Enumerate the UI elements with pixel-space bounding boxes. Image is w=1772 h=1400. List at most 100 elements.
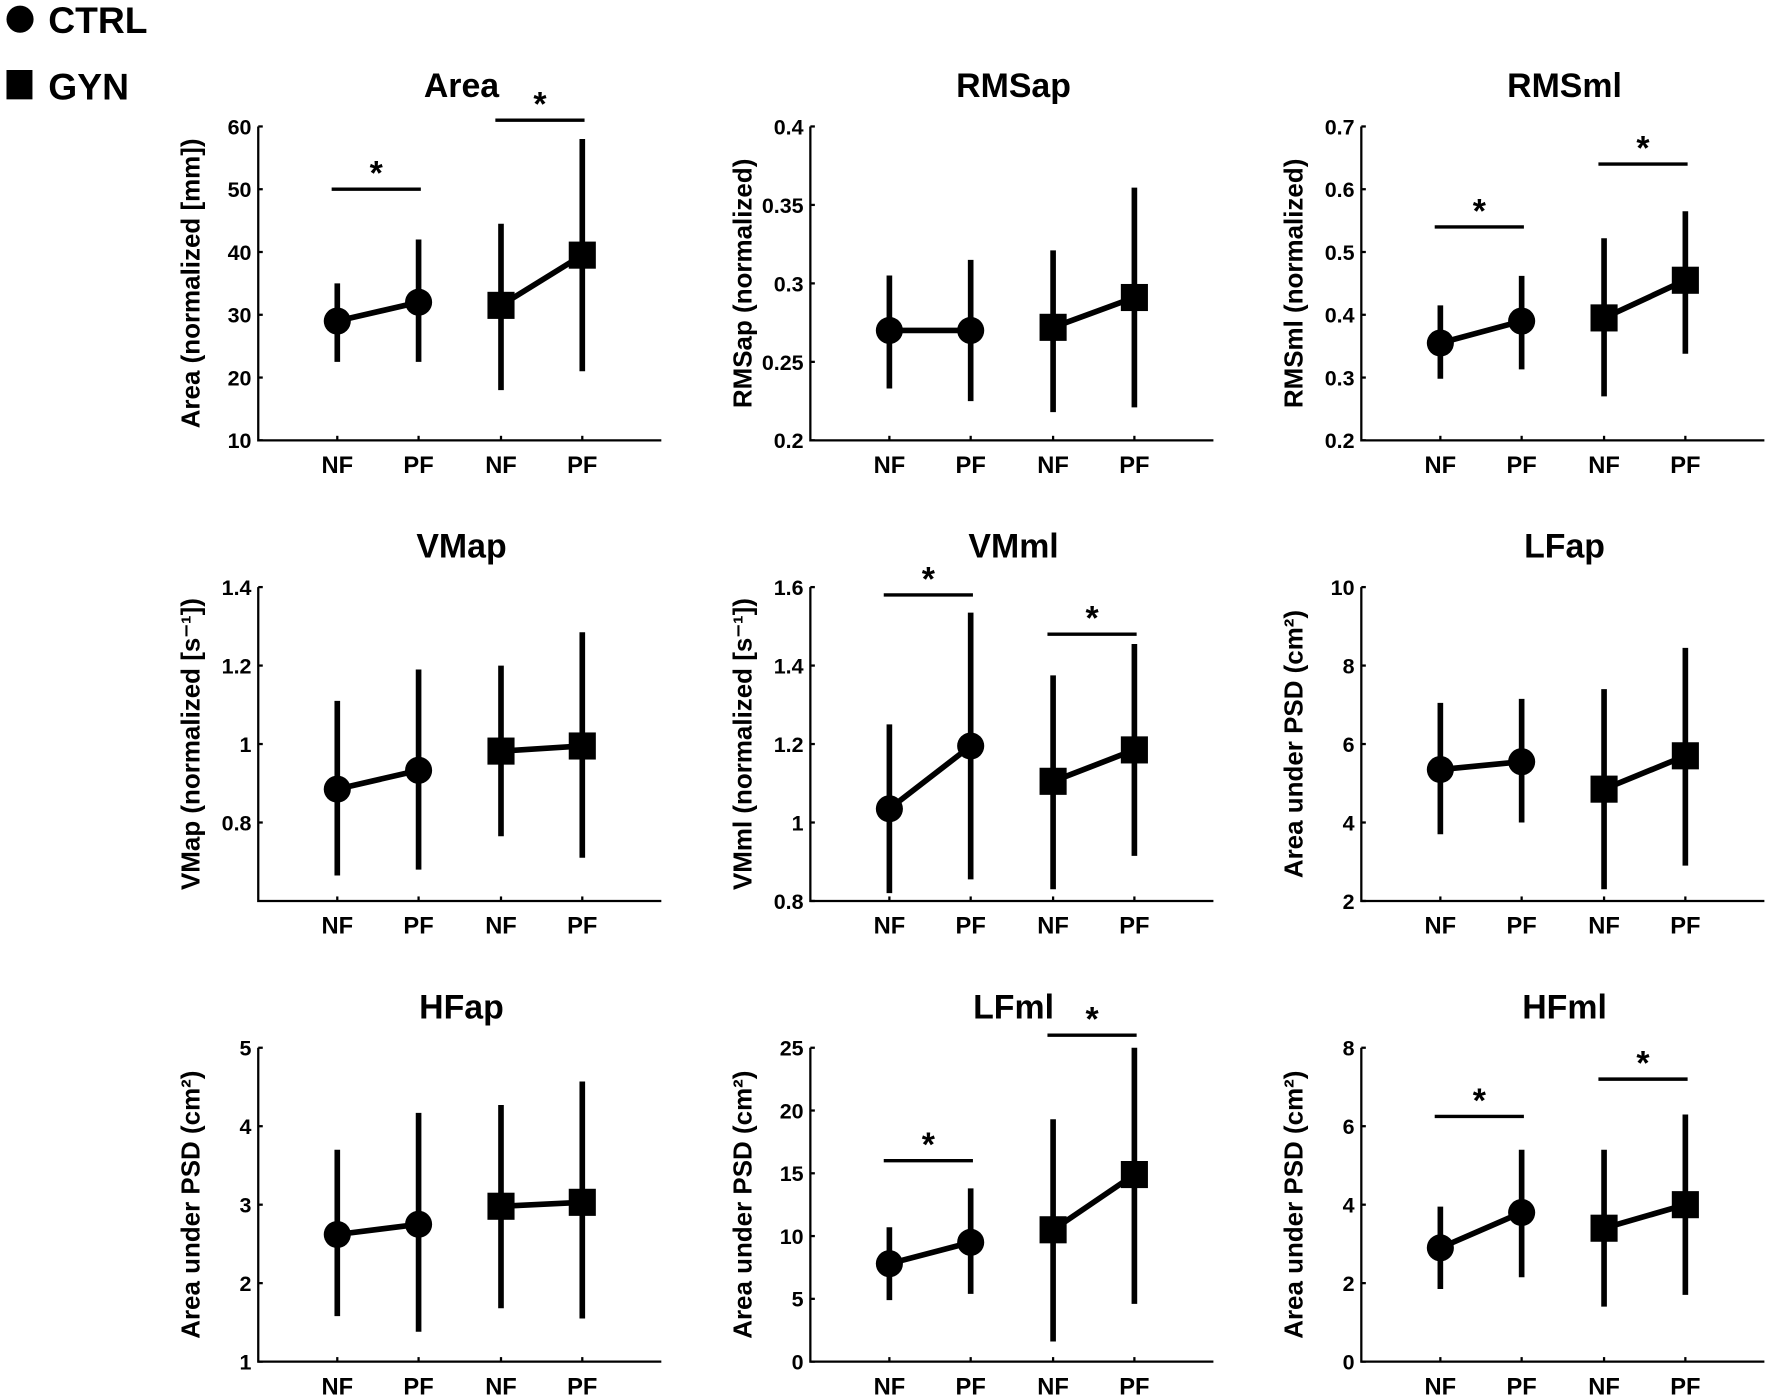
x-tick-label: PF [403, 1374, 433, 1400]
y-tick-label: 4 [240, 1115, 252, 1139]
data-point-ctrl [405, 1210, 433, 1238]
significance-asterisk: * [1636, 130, 1650, 168]
y-tick-label: 20 [228, 366, 252, 390]
significance-asterisk: * [1473, 192, 1487, 230]
data-point-gyn [568, 732, 596, 760]
x-tick-label: NF [1588, 1374, 1620, 1400]
y-axis-label: VMml (normalized [s⁻¹]) [728, 598, 758, 890]
data-point-gyn [1120, 736, 1148, 764]
y-axis-label: RMSml (normalized) [1279, 159, 1309, 408]
chart-title: HFml [1522, 988, 1607, 1026]
x-tick-label: NF [485, 453, 517, 479]
panel-lfap: LFap Area under PSD (cm²) 2 4 6 8 10 NF PF NF PF [1279, 528, 1765, 940]
x-tick-label: PF [1119, 453, 1149, 479]
y-tick-label: 0.8 [222, 811, 252, 835]
legend-circle-marker [6, 5, 34, 33]
significance-asterisk: * [922, 560, 936, 598]
x-tick-label: NF [1588, 914, 1620, 940]
x-tick-label: NF [874, 1374, 906, 1400]
x-tick-label: NF [485, 1374, 517, 1400]
panel-rmsml: RMSml RMSml (normalized) 0.2 0.3 0.4 0.5 0.6 0.… [1279, 67, 1765, 479]
data-point-gyn [487, 291, 515, 319]
data-point-gyn [568, 1188, 596, 1216]
y-tick-label: 1.2 [774, 733, 804, 757]
chart-title: VMml [968, 528, 1058, 566]
y-tick-label: 0.5 [1325, 241, 1355, 265]
x-tick-label: PF [1670, 1374, 1700, 1400]
y-tick-label: 2 [1343, 890, 1355, 914]
x-tick-label: PF [1119, 1374, 1149, 1400]
data-point-ctrl [957, 732, 985, 760]
y-tick-label: 6 [1343, 733, 1355, 757]
significance-asterisk: * [1636, 1045, 1650, 1083]
legend-label-gyn: GYN [48, 65, 129, 107]
chart-title: VMap [416, 528, 506, 566]
data-point-gyn [1120, 1160, 1148, 1189]
y-axis-label: VMap (normalized [s⁻¹]) [176, 598, 206, 890]
data-point-ctrl [1508, 1198, 1536, 1227]
axes [809, 587, 1214, 903]
x-tick-label: NF [1425, 453, 1457, 479]
series-line-ctrl [1439, 318, 1523, 346]
chart-title: RMSml [1507, 67, 1622, 105]
legend-square-marker [6, 70, 33, 100]
x-tick-label: PF [1670, 453, 1700, 479]
data-point-gyn [1039, 767, 1067, 795]
data-point-ctrl [323, 775, 351, 803]
data-point-gyn [1671, 742, 1699, 770]
axes [809, 126, 1214, 442]
y-axis-label: Area under PSD (cm²) [1279, 610, 1309, 878]
y-axis-label: Area under PSD (cm²) [1279, 1071, 1309, 1339]
y-tick-label: 8 [1343, 654, 1355, 678]
y-axis-label: Area under PSD (cm²) [176, 1071, 206, 1339]
y-tick-label: 0.4 [1325, 304, 1355, 328]
panel-area: Area Area (normalized [mm]) 10 20 30 40 50 60 NF… [176, 67, 662, 479]
data-point-ctrl [323, 307, 351, 335]
data-point-gyn [1039, 313, 1067, 341]
y-axis-label: Area (normalized [mm]) [176, 138, 206, 428]
y-tick-label: 0.6 [1325, 178, 1355, 202]
chart-title: LFap [1524, 528, 1605, 566]
y-tick-label: 0.35 [762, 194, 804, 218]
x-tick-label: NF [322, 453, 354, 479]
y-tick-label: 10 [1331, 576, 1355, 600]
x-tick-label: PF [567, 1374, 597, 1400]
chart-title: HFap [419, 988, 504, 1026]
y-tick-label: 0.2 [774, 429, 804, 453]
x-tick-label: PF [403, 453, 433, 479]
series-line-ctrl [336, 1221, 419, 1238]
x-tick-label: PF [956, 914, 986, 940]
data-point-ctrl [323, 1220, 351, 1249]
data-point-ctrl [875, 1250, 903, 1278]
data-point-ctrl [1426, 329, 1454, 357]
x-tick-label: NF [322, 914, 354, 940]
y-tick-label: 2 [1343, 1272, 1355, 1296]
data-point-ctrl [1508, 748, 1536, 776]
significance-asterisk: * [1085, 1001, 1099, 1039]
data-point-ctrl [957, 316, 985, 345]
axes [257, 126, 662, 442]
panel-lfml: LFml Area under PSD (cm²) 0 5 10 15 20 25 NF PF NF… [728, 988, 1214, 1400]
y-tick-label: 1.6 [774, 576, 804, 600]
data-point-gyn [487, 1192, 515, 1220]
y-axis-label: RMSap (normalized) [728, 159, 758, 408]
x-tick-label: PF [1119, 914, 1149, 940]
x-tick-label: PF [1670, 914, 1700, 940]
y-tick-label: 60 [228, 115, 252, 139]
y-tick-label: 5 [240, 1037, 252, 1061]
y-tick-label: 6 [1343, 1115, 1355, 1139]
y-tick-label: 30 [228, 304, 252, 328]
y-tick-label: 0.3 [774, 272, 804, 296]
panel-vmap: VMap VMap (normalized [s⁻¹]) 0.8 1 1.2 1.4 NF P… [176, 528, 662, 940]
x-tick-label: PF [956, 1374, 986, 1400]
panel-hfml: HFml Area under PSD (cm²) 0 2 4 6 8 NF PF NF PF * * [1279, 988, 1765, 1400]
y-tick-label: 1 [240, 1351, 252, 1375]
data-point-gyn [1039, 1216, 1067, 1244]
axes [1360, 126, 1765, 442]
y-tick-label: 0.4 [774, 115, 804, 139]
significance-asterisk: * [922, 1126, 936, 1164]
y-tick-label: 8 [1343, 1037, 1355, 1061]
x-tick-label: PF [1507, 1374, 1537, 1400]
panel-vmml: VMml VMml (normalized [s⁻¹]) 0.8 1 1.2 1.4 1.6… [728, 528, 1214, 940]
